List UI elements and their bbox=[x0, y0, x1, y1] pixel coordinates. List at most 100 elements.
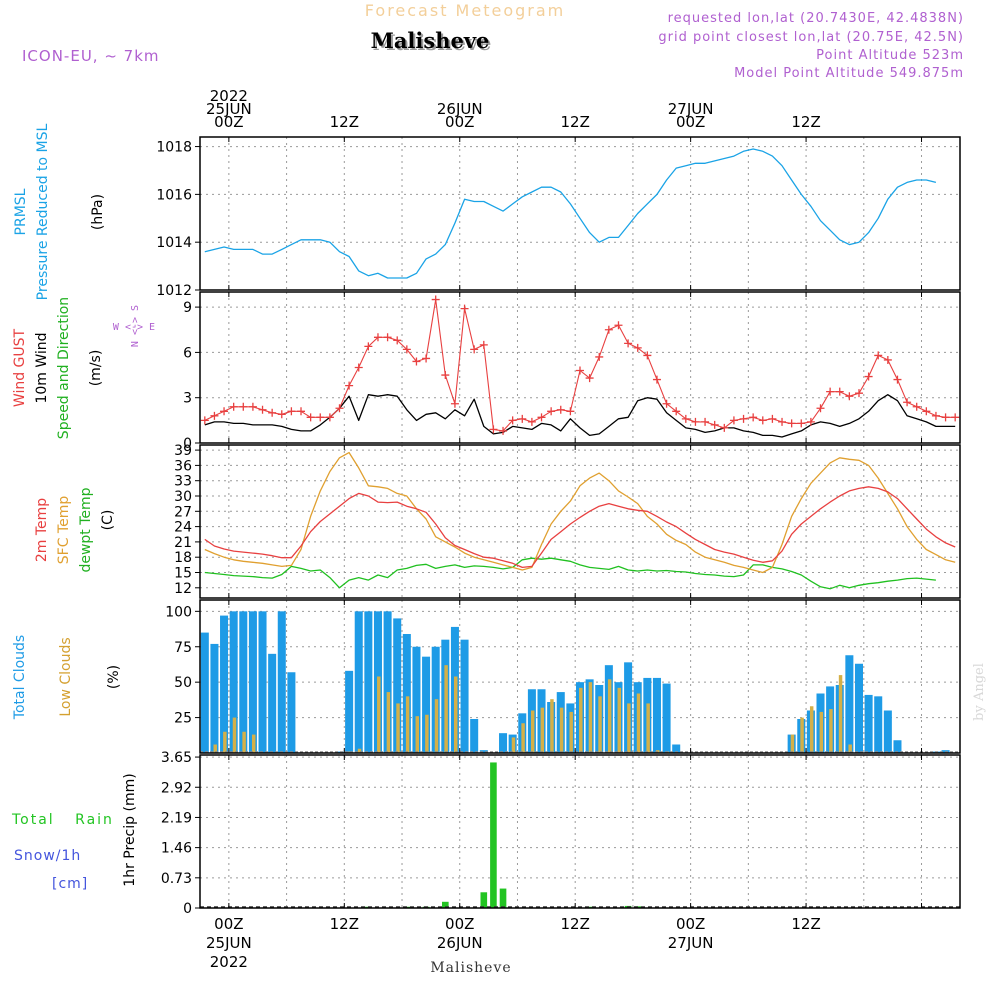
gust-marker bbox=[412, 357, 421, 366]
temperature-frame bbox=[199, 444, 961, 599]
gust-marker bbox=[325, 413, 334, 422]
gust-marker bbox=[441, 371, 450, 380]
precip-ytick-label: 2.92 bbox=[161, 780, 192, 796]
gust-marker bbox=[604, 325, 613, 334]
low-cloud-bar bbox=[405, 696, 410, 753]
gust-marker bbox=[460, 304, 469, 313]
gust-marker bbox=[595, 352, 604, 361]
gust-marker bbox=[614, 321, 623, 330]
gust-marker bbox=[335, 404, 344, 413]
gust-marker bbox=[662, 399, 671, 408]
gust-marker bbox=[306, 413, 315, 422]
gust-marker bbox=[816, 404, 825, 413]
bottom-time-label: 12Z bbox=[561, 915, 590, 933]
pressure-line bbox=[204, 148, 937, 279]
total-cloud-bar bbox=[220, 615, 229, 753]
bottom-time-label: 00Z bbox=[214, 915, 243, 933]
gust-marker bbox=[749, 413, 758, 422]
low-cloud-bar bbox=[617, 687, 622, 753]
low-cloud-bar bbox=[636, 693, 641, 753]
total-cloud-bar bbox=[354, 611, 363, 753]
gust-marker bbox=[893, 375, 902, 384]
rain-bar bbox=[490, 762, 497, 908]
pressure-ytick-label: 1016 bbox=[156, 187, 192, 203]
temperature-ytick-label: 12 bbox=[174, 581, 192, 597]
total-cloud-bar bbox=[470, 719, 479, 753]
total-cloud-bar bbox=[239, 611, 248, 753]
gust-marker bbox=[633, 343, 642, 352]
temperature-ytick-label: 36 bbox=[174, 458, 192, 474]
wind-direction-label: Speed and Direction bbox=[56, 297, 72, 439]
precip-ytick-label: 2.19 bbox=[161, 810, 192, 826]
gust-marker bbox=[547, 407, 556, 416]
bottom-time-label: 12Z bbox=[791, 915, 820, 933]
total-cloud-bar bbox=[258, 611, 267, 753]
gust-marker bbox=[912, 402, 921, 411]
clouds-frame bbox=[199, 599, 961, 754]
gust-marker bbox=[229, 402, 238, 411]
gust-marker bbox=[537, 413, 546, 422]
top-time-label: 00Z bbox=[676, 113, 705, 131]
clouds-ytick-label: 100 bbox=[165, 604, 192, 620]
low-cloud-bar bbox=[838, 675, 843, 753]
low-cloud-bar bbox=[511, 737, 516, 753]
pressure-short-label: PRMSL bbox=[13, 188, 29, 235]
wind-ytick-label: 0 bbox=[183, 436, 192, 452]
t2m-label: 2m Temp bbox=[34, 498, 50, 562]
clouds-ytick-label: 25 bbox=[174, 711, 192, 727]
top-time-label: 12Z bbox=[791, 113, 820, 131]
total-cloud-bar bbox=[402, 634, 411, 753]
bottom-time-label: 26JUN bbox=[437, 934, 483, 952]
location-title-shadow: Malisheve bbox=[373, 30, 492, 55]
precip-frame bbox=[199, 754, 961, 909]
gust-marker bbox=[768, 414, 777, 423]
low-cloud-bar bbox=[251, 734, 256, 753]
total-cloud-bar bbox=[652, 677, 661, 753]
top-time-label: 26JUN bbox=[437, 100, 483, 118]
top-time-label: 27JUN bbox=[668, 100, 714, 118]
total-cloud-bar bbox=[854, 663, 863, 753]
gust-marker bbox=[210, 411, 219, 420]
low-cloud-bar bbox=[819, 711, 824, 753]
top-time-label: 00Z bbox=[445, 113, 474, 131]
meteogram-title: Forecast Meteogram bbox=[365, 1, 565, 20]
low-cloud-bar bbox=[444, 665, 448, 753]
watermark: by Angel bbox=[972, 663, 987, 721]
total-cloud-bar bbox=[662, 683, 671, 753]
low-cloud-bar bbox=[242, 731, 246, 753]
total-cloud-bar bbox=[460, 639, 469, 753]
gust-marker bbox=[835, 387, 844, 396]
gust-marker bbox=[470, 345, 479, 354]
clouds-ytick-label: 75 bbox=[174, 640, 192, 656]
gust-marker bbox=[720, 423, 729, 432]
gust-marker bbox=[652, 375, 661, 384]
gust-marker bbox=[806, 417, 815, 426]
axes-layer: 1012101410161018036912151821242730333639… bbox=[156, 87, 961, 971]
gust-marker bbox=[624, 339, 633, 348]
total-cloud-bar bbox=[393, 618, 402, 753]
bottom-time-label: 00Z bbox=[445, 915, 474, 933]
gust-marker bbox=[758, 416, 767, 425]
gust-marker bbox=[566, 407, 575, 416]
gust-marker bbox=[518, 414, 527, 423]
total-cloud-bar bbox=[672, 744, 681, 753]
gust-marker bbox=[922, 407, 931, 416]
gust-marker bbox=[739, 414, 748, 423]
total-cloud-bar bbox=[248, 611, 257, 753]
gust-marker bbox=[883, 355, 892, 364]
requested-coords: requested lon,lat (20.7430E, 42.4838N) bbox=[668, 11, 964, 26]
total-cloud-bar bbox=[845, 655, 854, 753]
low-clouds-label: Low Clouds bbox=[58, 637, 74, 716]
low-cloud-bar bbox=[213, 744, 217, 753]
clouds-unit-label: (%) bbox=[106, 665, 122, 689]
gust-marker bbox=[681, 414, 690, 423]
gust-marker bbox=[220, 407, 229, 416]
wind-ytick-label: 6 bbox=[183, 345, 192, 361]
gust-marker bbox=[729, 416, 738, 425]
gust-marker bbox=[364, 342, 373, 351]
gust-marker bbox=[354, 363, 363, 372]
sfc-temp-label: SFC Temp bbox=[56, 496, 72, 565]
snow-label: Snow/1h bbox=[14, 848, 81, 864]
gust-marker bbox=[710, 420, 719, 429]
